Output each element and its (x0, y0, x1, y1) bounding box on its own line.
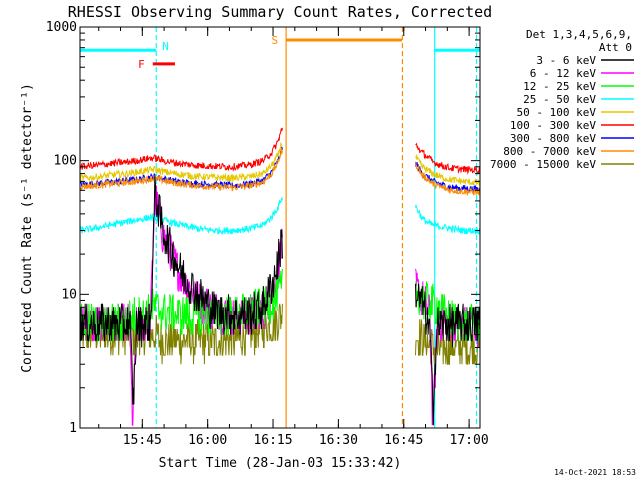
series-line-0-segment-1 (415, 283, 481, 426)
x-tick-label-4: 16:45 (384, 433, 423, 448)
y-tick-label-1: 10 (61, 287, 77, 302)
legend-label-4: 50 - 100 keV (517, 106, 597, 119)
legend-header-0: Det 1,3,4,5,6,9, (526, 28, 632, 41)
x-tick-label-2: 16:15 (253, 433, 292, 448)
y-tick-label-3: 1000 (46, 20, 77, 35)
series-line-3-segment-0 (79, 197, 283, 235)
series-line-5-segment-0 (79, 127, 283, 173)
x-axis-label: Start Time (28-Jan-03 15:33:42) (159, 456, 402, 471)
legend-label-0: 3 - 6 keV (536, 54, 596, 67)
plot-frame (79, 26, 481, 429)
series-line-8-segment-1 (415, 319, 481, 365)
legend-label-1: 6 - 12 keV (530, 67, 597, 80)
series-line-3-segment-1 (415, 204, 481, 235)
footer-timestamp: 14-Oct-2021 18:53 (554, 468, 636, 477)
series-line-4-segment-0 (79, 142, 283, 182)
axes: 1 10 100 1000 15:45 16:00 16:15 16:30 16:45 17:00 (46, 20, 489, 448)
y-tick-label-2: 100 (54, 154, 77, 169)
series-line-5-segment-1 (415, 142, 481, 175)
flag-label-2: F (138, 58, 145, 71)
series-line-0-segment-0 (79, 176, 283, 405)
legend-label-3: 25 - 50 keV (523, 93, 596, 106)
x-tick-label-0: 15:45 (123, 433, 162, 448)
x-tick-label-5: 17:00 (450, 433, 489, 448)
x-tick-label-1: 16:00 (188, 433, 227, 448)
series-line-7-segment-1 (415, 161, 481, 197)
flag-label-1: N (162, 40, 169, 53)
legend-label-8: 7000 - 15000 keV (490, 158, 596, 171)
y-axis-label: Corrected Count Rate (s⁻¹ detector⁻¹) (20, 83, 35, 373)
series-line-4-segment-1 (415, 154, 481, 187)
legend-label-7: 800 - 7000 keV (503, 145, 596, 158)
x-tick-label-3: 16:30 (319, 433, 358, 448)
legend-label-2: 12 - 25 keV (523, 80, 596, 93)
y-tick-label-0: 1 (69, 421, 77, 436)
flag-label-3: S (271, 34, 278, 47)
chart-title: RHESSI Observing Summary Count Rates, Co… (68, 3, 492, 21)
legend-label-5: 100 - 300 keV (510, 119, 596, 132)
series-line-7-segment-0 (79, 147, 283, 192)
legend-header-1: Att 0 (599, 41, 632, 54)
legend-label-6: 300 - 800 keV (510, 132, 596, 145)
plot-area: N F S (79, 27, 481, 428)
